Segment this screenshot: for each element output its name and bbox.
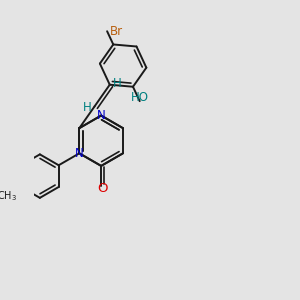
Text: H: H (113, 77, 122, 90)
Text: N: N (97, 109, 106, 122)
Text: HO: HO (131, 91, 149, 104)
Text: O: O (97, 182, 108, 196)
Text: H: H (83, 101, 92, 114)
Text: Br: Br (110, 25, 123, 38)
Text: CH$_3$: CH$_3$ (0, 189, 17, 203)
Text: N: N (75, 147, 84, 160)
